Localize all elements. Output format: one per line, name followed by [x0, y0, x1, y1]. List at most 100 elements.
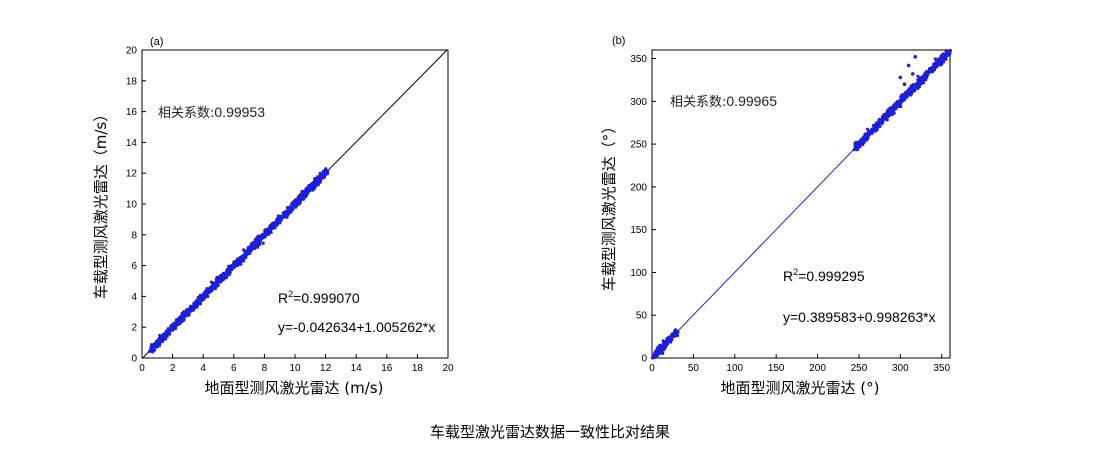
panel-a-data-point — [241, 259, 246, 263]
panel-b-x-tick-label: 0 — [649, 363, 655, 374]
panel-b-data-point — [891, 107, 895, 111]
panel-b-data-point — [668, 337, 672, 341]
panel-b-data-point — [865, 133, 869, 137]
panel-b-y-tick-label: 200 — [630, 182, 647, 193]
panel-a-y-tick-label: 2 — [131, 323, 137, 334]
panel-a-data-point — [212, 281, 216, 285]
panel-a-data-point — [204, 292, 209, 296]
panel-a-data-point — [260, 233, 264, 237]
panel-a-data-point — [289, 205, 293, 209]
panel-b-data-point — [658, 348, 662, 352]
panel-b-x-tick-label: 250 — [851, 363, 868, 374]
panel-b-y-tick-label: 350 — [630, 54, 647, 65]
panel-a-data-point — [150, 346, 155, 350]
panel-a-data-point — [296, 199, 300, 203]
panel-a-x-tick-label: 2 — [170, 363, 176, 374]
panel-b-data-point — [930, 70, 935, 74]
panel-a-y-tick-label: 8 — [131, 230, 137, 241]
panel-a-data-point — [196, 297, 200, 301]
panel-a-data-point — [182, 318, 186, 322]
panel-a-data-point — [167, 332, 172, 336]
panel-b-data-point — [908, 89, 913, 93]
panel-b-ylabel: 车载型测风激光雷达（°） — [600, 119, 618, 292]
panel-b-outlier-point — [898, 75, 903, 80]
panel-b-data-point — [661, 339, 665, 343]
panel-a-y-tick-label: 12 — [126, 169, 138, 180]
panel-b-data-point — [914, 85, 918, 89]
panel-b-outlier-point — [913, 55, 918, 59]
panel-a-data-point — [263, 235, 267, 239]
panel-a-data-point — [179, 319, 184, 323]
panel-a-data-point — [200, 295, 204, 300]
panel-a-data-point — [229, 264, 234, 268]
panel-a-data-point — [314, 180, 318, 184]
panel-a-y-tick-label: 4 — [131, 292, 137, 303]
panel-a: (a) 相关系数:0.99953 R2=0.999070 y=-0.042634… — [92, 36, 454, 397]
panel-a-data-point — [192, 304, 196, 309]
panel-b-data-point — [663, 347, 667, 351]
panel-a-label: (a) — [150, 36, 163, 48]
panel-b-data-point — [886, 114, 891, 118]
panel-a-data-point — [282, 212, 287, 216]
panel-a-data-point — [164, 332, 168, 336]
panel-b-data-point — [854, 140, 858, 144]
panel-a-x-tick-label: 0 — [139, 363, 145, 374]
panel-b-data-point — [921, 78, 925, 83]
panel-b-data-point — [945, 49, 949, 53]
panel-a-x-tick-label: 6 — [231, 363, 237, 374]
panel-a-data-point — [238, 259, 242, 264]
panel-a-data-point — [191, 308, 196, 312]
panel-b-data-point — [919, 82, 923, 86]
panel-b: (b) 相关系数:0.99965 R2=0.999295 y=0.389583+… — [600, 35, 952, 397]
panel-b-data-point — [883, 116, 887, 120]
panel-a-x-tick-label: 8 — [262, 363, 268, 374]
panel-b-data-point — [885, 118, 889, 122]
panel-b-data-point — [910, 85, 915, 89]
panel-a-data-point — [326, 171, 330, 176]
panel-b-data-point — [665, 338, 669, 342]
panel-b-data-point — [899, 99, 903, 104]
panel-b-y-tick-label: 0 — [641, 354, 647, 365]
panel-b-data-point — [899, 104, 903, 109]
panel-a-data-point — [184, 311, 188, 315]
panel-a-x-tick-label: 16 — [381, 363, 393, 374]
panel-b-x-tick-label: 200 — [809, 363, 826, 374]
panel-a-x-tick-label: 4 — [200, 363, 206, 374]
panel-b-data-point — [916, 80, 920, 84]
panel-b-data-point — [917, 85, 921, 89]
panel-b-data-point — [928, 70, 932, 74]
panel-b-data-point — [865, 138, 869, 142]
panel-b-outlier-point — [910, 72, 915, 76]
panel-a-data-point — [217, 275, 221, 279]
panel-a-data-point — [245, 250, 249, 254]
panel-b-data-point — [854, 144, 859, 148]
panel-b-data-point — [865, 127, 870, 131]
panel-b-correlation: 相关系数:0.99965 — [670, 93, 777, 110]
panel-b-r2: R2=0.999295 — [783, 267, 865, 284]
panel-b-data-point — [673, 334, 677, 338]
panel-a-x-tick-label: 12 — [320, 363, 332, 374]
panel-a-data-point — [177, 319, 181, 323]
panel-a-data-point — [253, 245, 257, 249]
panel-b-outlier-point — [906, 63, 911, 68]
panel-a-data-point — [280, 216, 284, 220]
panel-a-data-point — [214, 283, 218, 287]
panel-a-data-point — [288, 209, 292, 213]
panel-a-y-tick-label: 18 — [126, 76, 138, 87]
panel-a-data-point — [192, 301, 196, 305]
panel-b-data-point — [878, 124, 882, 129]
panel-a-x-tick-label: 14 — [351, 363, 363, 374]
panel-b-data-point — [859, 141, 863, 145]
panel-b-x-tick-label: 100 — [726, 363, 743, 374]
panel-a-data-point — [306, 189, 310, 193]
panel-a-y-tick-label: 0 — [131, 354, 137, 365]
panel-a-data-point — [186, 313, 191, 317]
panel-b-data-point — [911, 89, 915, 93]
panel-b-data-point — [934, 63, 938, 67]
panel-a-data-point — [257, 234, 261, 238]
panel-a-data-point — [177, 316, 182, 320]
panel-b-data-point — [905, 89, 910, 93]
panel-a-data-point — [305, 191, 309, 196]
panel-b-y-tick-label: 150 — [630, 225, 647, 236]
